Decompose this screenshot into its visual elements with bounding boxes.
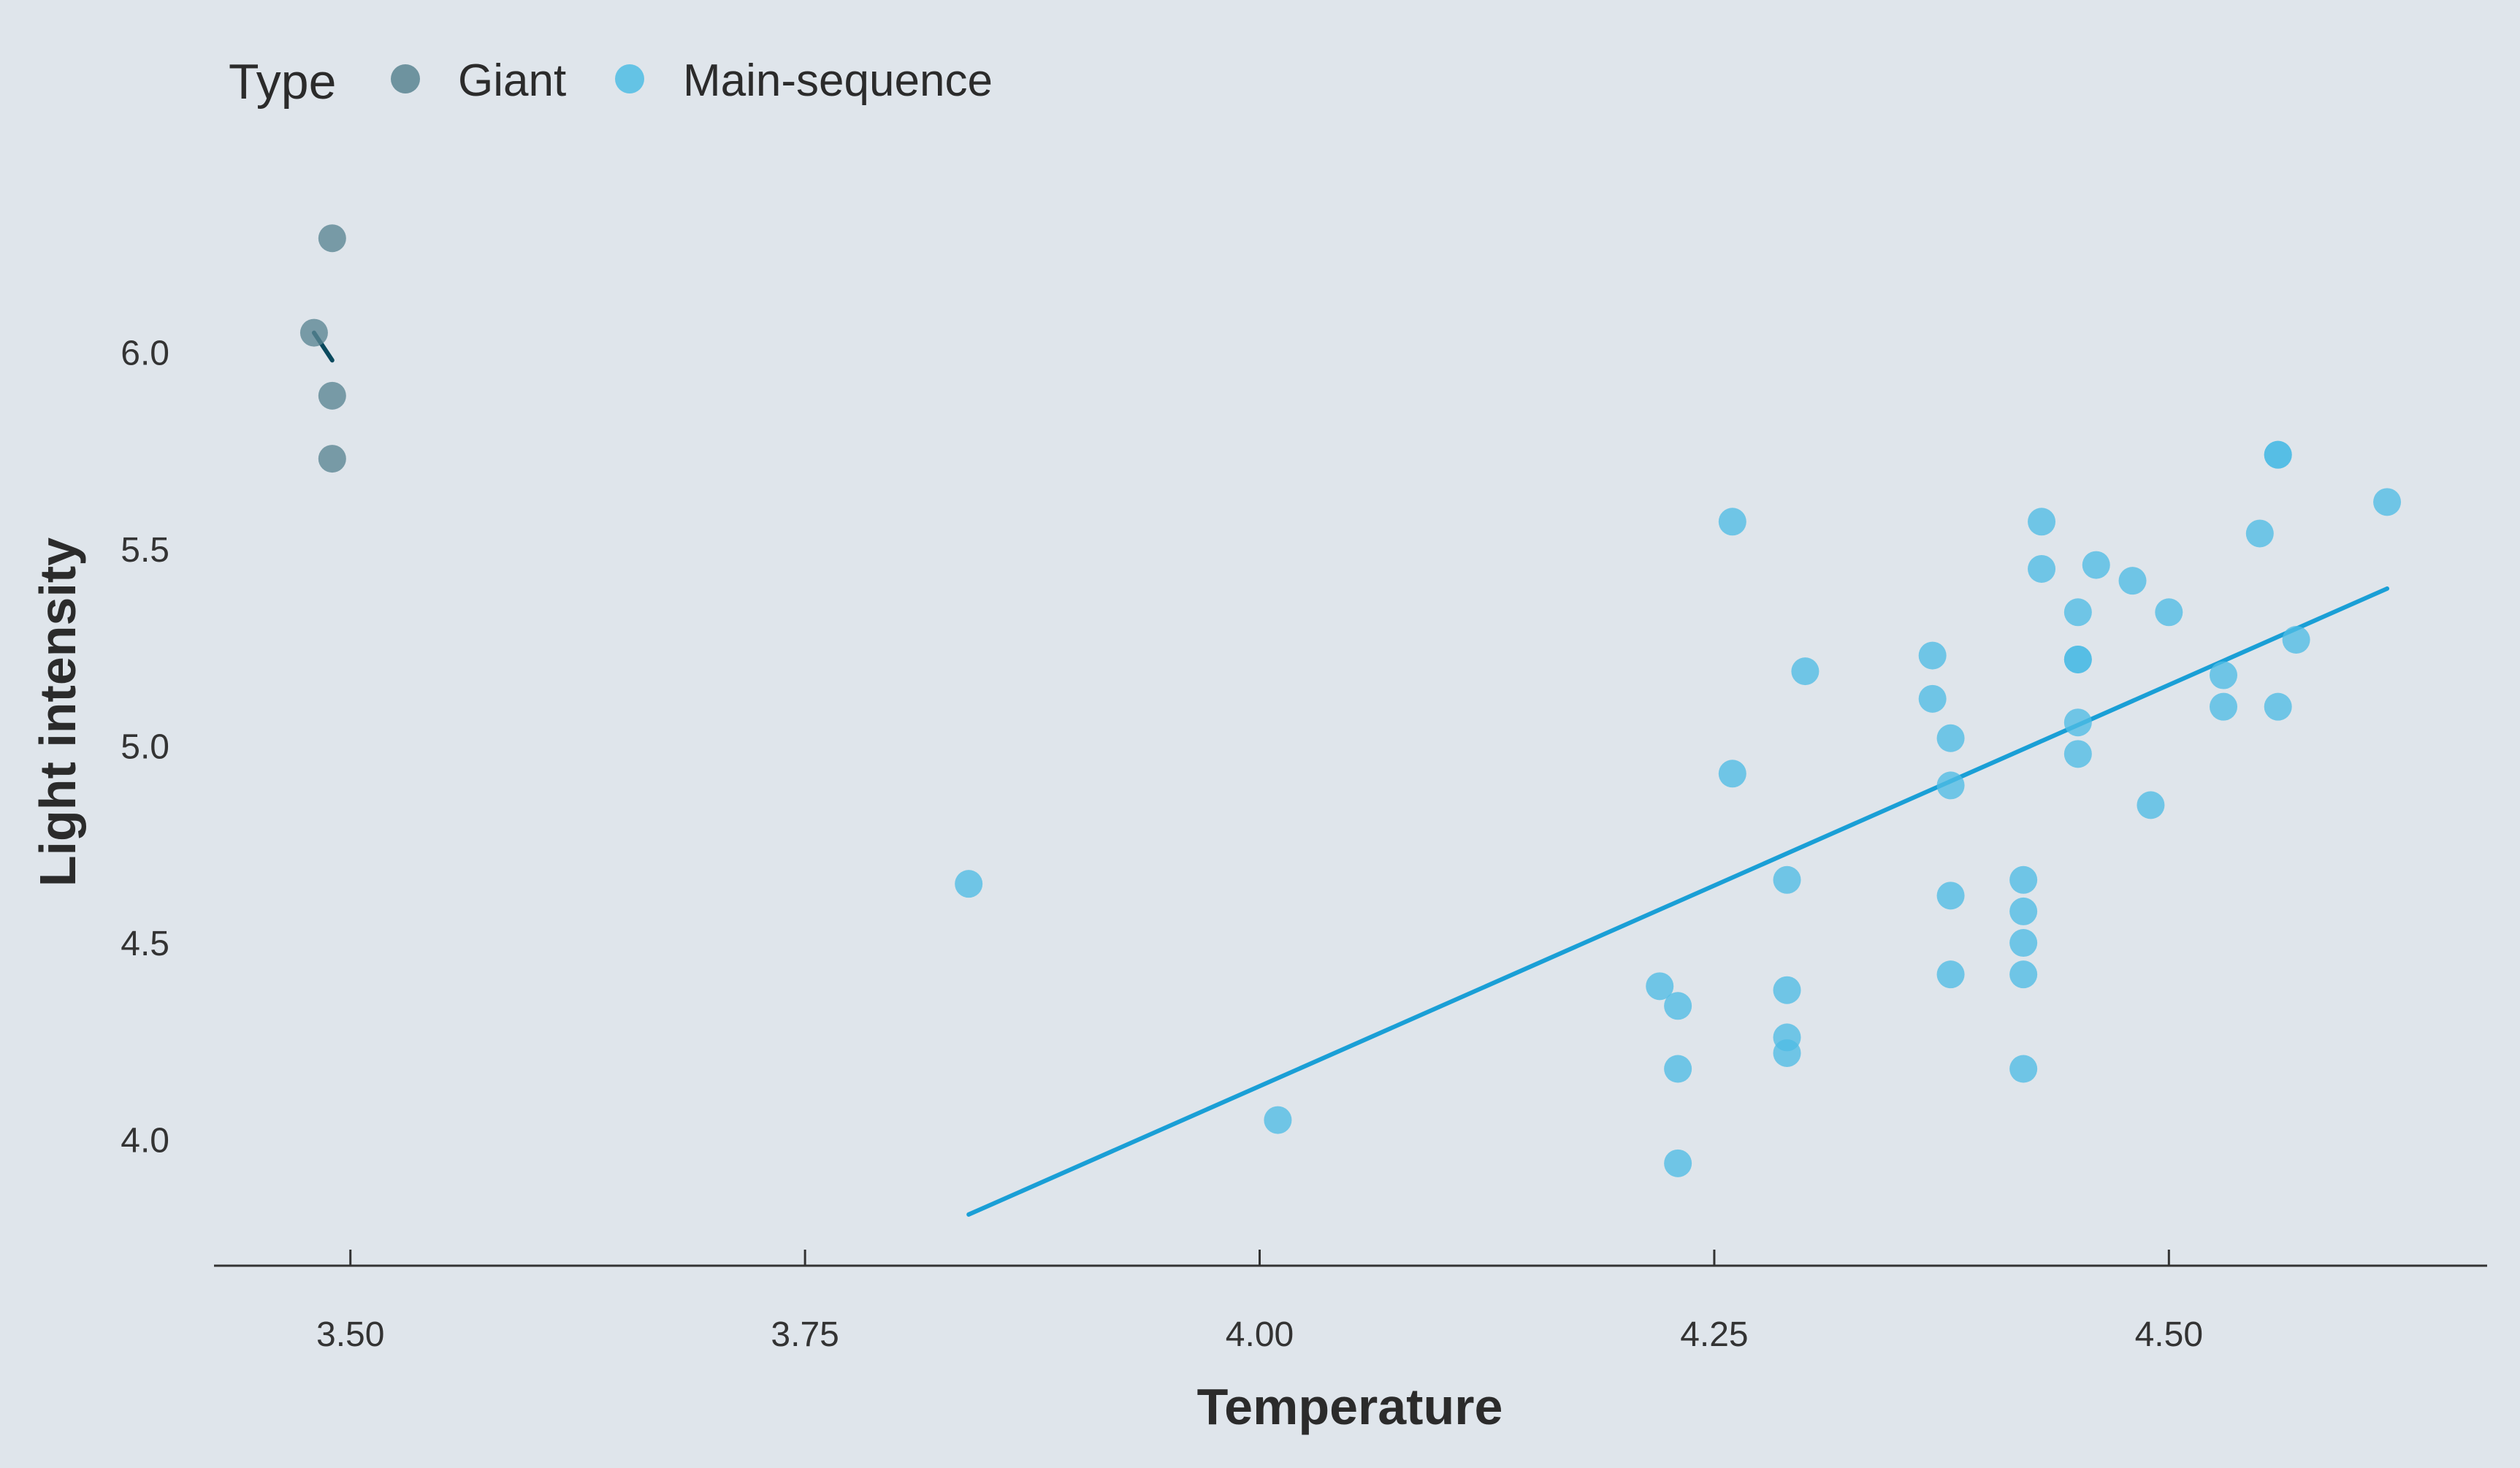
data-point-main-sequence: [2118, 567, 2147, 595]
data-point-main-sequence: [2009, 929, 2038, 957]
x-tick-label: 4.00: [1226, 1315, 1294, 1354]
data-point-main-sequence: [1718, 760, 1746, 788]
x-tick-label: 3.50: [316, 1315, 384, 1354]
data-point-main-sequence: [2155, 598, 2183, 627]
data-point-main-sequence: [2009, 960, 2038, 989]
data-point-giant: [318, 224, 346, 253]
fit-lines-layer: [311, 330, 2390, 1217]
data-point-main-sequence: [1791, 657, 1820, 686]
data-point-main-sequence: [1936, 960, 1965, 989]
data-point-main-sequence: [2264, 692, 2292, 721]
data-point-main-sequence: [2028, 508, 2056, 536]
data-point-main-sequence: [2009, 897, 2038, 925]
data-point-main-sequence: [2063, 708, 2092, 737]
x-tick-label: 4.25: [1680, 1315, 1748, 1354]
data-point-main-sequence: [1264, 1106, 1292, 1134]
x-tick-label: 4.50: [2135, 1315, 2203, 1354]
legend-label-main-sequence: Main-sequence: [683, 56, 993, 106]
data-point-main-sequence: [1773, 1039, 1801, 1067]
y-tick-label: 4.0: [121, 1122, 169, 1161]
data-point-main-sequence: [2282, 626, 2310, 654]
data-point-main-sequence: [955, 870, 983, 898]
data-point-giant: [318, 445, 346, 473]
y-tick-label: 4.5: [121, 925, 169, 963]
data-point-giant: [299, 318, 328, 347]
x-axis-title: Temperature: [1197, 1378, 1503, 1435]
y-tick-label: 5.0: [121, 728, 169, 767]
data-point-main-sequence: [2009, 865, 2038, 894]
data-point-main-sequence: [1664, 992, 1692, 1020]
data-point-main-sequence: [1936, 724, 1965, 752]
legend-title: Type: [229, 54, 336, 110]
fit-line-main-sequence: [966, 586, 2390, 1217]
axes-layer: 3.50 3.75 4.00 4.25 4.50 4.0 4.5 5.0 5.5 6.0: [121, 334, 2487, 1354]
data-point-main-sequence: [1936, 882, 1965, 910]
data-point-main-sequence: [2137, 791, 2165, 819]
data-point-main-sequence: [1773, 865, 1801, 894]
data-point-main-sequence: [2082, 551, 2110, 579]
data-point-main-sequence: [2063, 598, 2092, 627]
legend-marker-giant: [391, 64, 420, 93]
data-point-giant: [318, 381, 346, 410]
x-tick-label: 3.75: [771, 1315, 839, 1354]
data-point-main-sequence: [1773, 976, 1801, 1004]
data-point-main-sequence: [1664, 1055, 1692, 1083]
data-point-main-sequence: [1918, 684, 1947, 713]
data-point-main-sequence: [1718, 508, 1746, 536]
data-point-main-sequence: [2373, 488, 2402, 516]
y-axis-title: Light intensity: [29, 538, 86, 887]
data-point-main-sequence: [1664, 1149, 1692, 1177]
data-point-main-sequence: [1936, 771, 1965, 800]
data-point-main-sequence: [2063, 740, 2092, 768]
legend: Type Giant Main-sequence: [229, 54, 993, 110]
data-point-main-sequence: [2063, 645, 2092, 673]
data-point-main-sequence: [2210, 692, 2238, 721]
points-layer: [299, 224, 2402, 1177]
legend-marker-main-sequence: [615, 64, 644, 93]
data-point-main-sequence: [2264, 440, 2292, 469]
data-point-main-sequence: [1646, 972, 1674, 1001]
y-tick-label: 6.0: [121, 334, 169, 373]
data-point-main-sequence: [2009, 1055, 2038, 1083]
data-point-main-sequence: [1918, 641, 1947, 670]
data-point-main-sequence: [2028, 554, 2056, 583]
y-tick-label: 5.5: [121, 531, 169, 570]
legend-label-giant: Giant: [458, 56, 566, 106]
data-point-main-sequence: [2245, 519, 2274, 548]
data-point-main-sequence: [2210, 661, 2238, 689]
